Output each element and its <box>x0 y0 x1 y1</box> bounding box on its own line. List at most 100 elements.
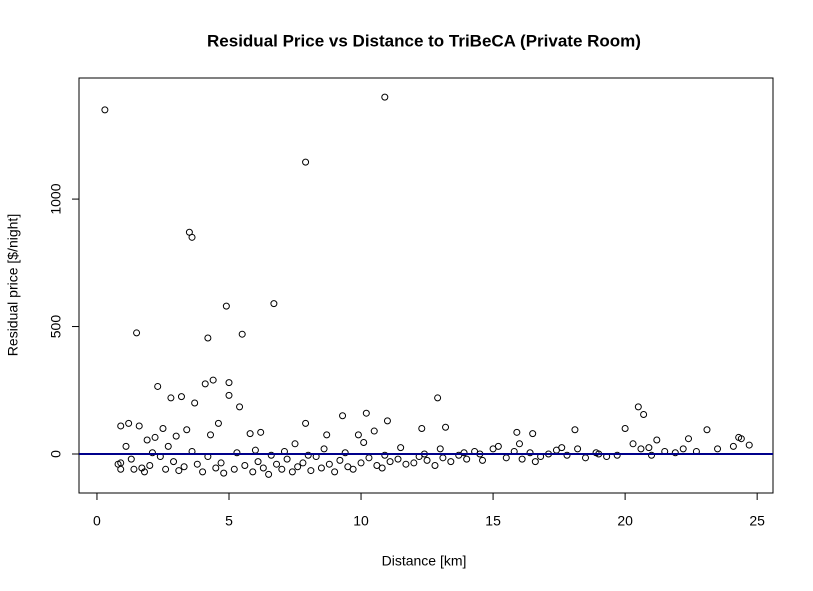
point <box>341 449 349 457</box>
point <box>122 442 130 450</box>
point <box>273 460 281 468</box>
point <box>101 106 109 114</box>
point <box>634 403 642 411</box>
point <box>671 449 679 457</box>
point <box>236 403 244 411</box>
point <box>154 382 162 390</box>
point <box>164 442 172 450</box>
point <box>302 158 310 166</box>
point <box>582 454 590 462</box>
y-tick-label: 500 <box>48 315 64 339</box>
point <box>151 433 159 441</box>
point <box>257 428 265 436</box>
point <box>447 458 455 466</box>
point <box>249 468 257 476</box>
point <box>434 394 442 402</box>
point <box>254 458 262 466</box>
point <box>729 442 737 450</box>
point <box>130 465 138 473</box>
point <box>737 435 745 443</box>
point <box>574 445 582 453</box>
point <box>191 399 199 407</box>
point <box>214 419 222 427</box>
point <box>349 465 357 473</box>
point <box>386 458 394 466</box>
point <box>304 451 312 459</box>
point <box>323 431 331 439</box>
point <box>513 428 521 436</box>
point <box>431 461 439 469</box>
point <box>336 456 344 464</box>
point <box>563 451 571 459</box>
point <box>494 442 502 450</box>
y-tick-label: 0 <box>48 450 64 458</box>
point <box>183 426 191 434</box>
point <box>117 422 125 430</box>
point <box>172 432 180 440</box>
point <box>294 463 302 471</box>
point <box>133 329 141 337</box>
point <box>460 449 468 457</box>
point <box>193 460 201 468</box>
point <box>714 445 722 453</box>
point <box>684 435 692 443</box>
x-axis-label: Distance [km] <box>382 553 467 569</box>
point <box>439 454 447 462</box>
point <box>167 394 175 402</box>
point <box>613 451 621 459</box>
point <box>259 464 267 472</box>
point <box>299 459 307 467</box>
point <box>394 455 402 463</box>
point <box>278 465 286 473</box>
point <box>362 409 370 417</box>
point <box>410 459 418 467</box>
point <box>653 436 661 444</box>
x-tick-label: 20 <box>617 513 633 529</box>
y-tick-label: 1000 <box>48 183 64 214</box>
point <box>629 440 637 448</box>
point <box>246 430 254 438</box>
x-tick-label: 15 <box>485 513 501 529</box>
point <box>370 427 378 435</box>
point <box>175 467 183 475</box>
point <box>397 444 405 452</box>
point <box>357 459 365 467</box>
point <box>127 455 135 463</box>
point <box>222 302 230 310</box>
point <box>679 445 687 453</box>
point <box>209 376 217 384</box>
x-tick-label: 10 <box>353 513 369 529</box>
point <box>265 470 273 478</box>
point <box>177 393 185 401</box>
point <box>479 456 487 464</box>
point <box>283 455 291 463</box>
point <box>378 464 386 472</box>
point <box>288 468 296 476</box>
point <box>645 444 653 452</box>
point <box>529 430 537 438</box>
point <box>125 419 133 427</box>
point <box>383 417 391 425</box>
point <box>267 451 275 459</box>
point <box>146 461 154 469</box>
y-axis-label: Residual price [$/night] <box>5 214 21 356</box>
point <box>339 412 347 420</box>
point <box>558 444 566 452</box>
point <box>325 460 333 468</box>
point <box>251 446 259 454</box>
point <box>703 426 711 434</box>
point <box>220 469 228 477</box>
point <box>233 449 241 457</box>
point <box>159 425 167 433</box>
point <box>201 380 209 388</box>
point <box>117 465 125 473</box>
point <box>418 425 426 433</box>
point <box>526 449 534 457</box>
point <box>302 419 310 427</box>
point <box>238 330 246 338</box>
point <box>199 468 207 476</box>
point <box>360 439 368 447</box>
point <box>518 455 526 463</box>
point <box>207 431 215 439</box>
